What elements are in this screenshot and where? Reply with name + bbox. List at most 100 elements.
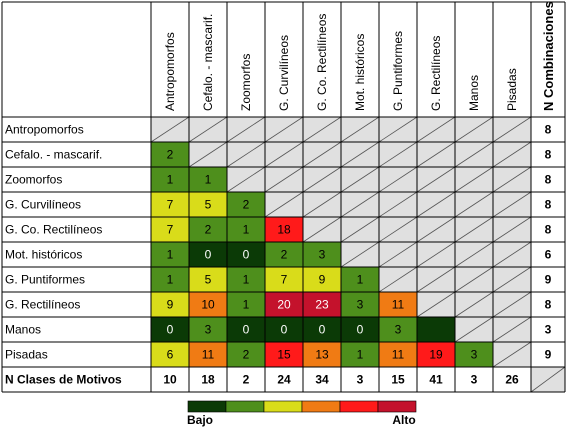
- legend-swatch: [301, 400, 341, 413]
- diagonal-slash: [492, 291, 532, 318]
- cell-value: 2: [243, 348, 250, 362]
- cell-value: 11: [202, 348, 215, 362]
- cell-value: 20: [277, 298, 291, 312]
- diagonal-slash: [416, 241, 456, 268]
- diagonal-slash: [188, 141, 228, 168]
- cell: [227, 317, 265, 342]
- cell-value: 23: [315, 298, 329, 312]
- legend-swatch: [225, 400, 265, 413]
- cell-value: 2: [205, 223, 212, 237]
- column-header: Cefalo. - mascarif.: [201, 14, 215, 111]
- cell-value: 9: [167, 298, 174, 312]
- row-label: Pisadas: [5, 348, 48, 362]
- diagonal-slash: [454, 241, 494, 268]
- column-header: Zoomorfos: [239, 54, 253, 111]
- cell-value: 15: [277, 348, 291, 362]
- row-label: G. Puntiformes: [5, 273, 85, 287]
- cell: [189, 292, 227, 317]
- row-label: Mot. históricos: [5, 248, 82, 262]
- diagonal-slash: [378, 266, 418, 293]
- totals-value: 3: [471, 373, 478, 387]
- column-header: G. Curvilíneos: [277, 35, 291, 111]
- legend-swatch: [263, 400, 303, 413]
- cell-value: 2: [243, 198, 250, 212]
- column-header: G. Puntiformes: [391, 31, 405, 111]
- cell-value: 19: [429, 348, 443, 362]
- cell: [303, 342, 341, 367]
- cell-value: 1: [167, 173, 174, 187]
- cell: [455, 342, 493, 367]
- row-label: G. Co. Rectilíneos: [5, 223, 102, 237]
- cell-value: 1: [357, 273, 364, 287]
- cell: [265, 217, 303, 242]
- diagonal-slash: [302, 141, 342, 168]
- combinations-value: 8: [545, 223, 552, 237]
- combinations-header: N Combinaciones: [541, 1, 556, 111]
- cell: [379, 292, 417, 317]
- cell: [379, 342, 417, 367]
- combinations-value: 9: [545, 348, 552, 362]
- diagonal-slash: [492, 341, 532, 368]
- legend: Bajo Alto: [187, 400, 417, 427]
- diagonal-slash: [264, 166, 304, 193]
- cell-value: 0: [357, 323, 364, 337]
- diagonal-slash: [340, 166, 380, 193]
- diagonal-slash: [378, 166, 418, 193]
- cell: [265, 292, 303, 317]
- diagonal-slash: [340, 191, 380, 218]
- cell-value: 1: [243, 273, 250, 287]
- column-header: Manos: [467, 75, 481, 111]
- totals-value: 41: [429, 373, 443, 387]
- cell-value: 7: [167, 198, 174, 212]
- cell: [151, 267, 189, 292]
- column-header: Antropomorfos: [163, 32, 177, 111]
- cell: [341, 267, 379, 292]
- diagonal-slash: [416, 266, 456, 293]
- diagonal-slash: [378, 191, 418, 218]
- diagonal-slash: [226, 116, 266, 143]
- diagonal-slash: [454, 141, 494, 168]
- cell: [151, 292, 189, 317]
- diagonal-slash: [340, 241, 380, 268]
- diagonal-slash: [378, 241, 418, 268]
- cell-value: 3: [357, 298, 364, 312]
- grid-layer: [1, 1, 566, 393]
- cell: [227, 242, 265, 267]
- combinations-value: 8: [545, 148, 552, 162]
- cell-value: 5: [205, 198, 212, 212]
- totals-value: 24: [277, 373, 291, 387]
- cell-value: 7: [281, 273, 288, 287]
- diagonal-slash: [378, 116, 418, 143]
- cell: [265, 342, 303, 367]
- row-label: Manos: [5, 323, 41, 337]
- labels-layer: 21 17 5 27 2 1 181 0 0 2 31 5 1 7 9 19 10 1 20 23 3 110 3 0 0 0 0 3…: [5, 1, 556, 386]
- cell: [151, 167, 189, 192]
- legend-high-label: Alto: [392, 413, 415, 427]
- corner-slash: [530, 366, 566, 393]
- combinations-value: 3: [545, 323, 552, 337]
- cell: [189, 167, 227, 192]
- column-header: G. Rectilíneos: [429, 36, 443, 111]
- cell: [189, 317, 227, 342]
- cell: [379, 317, 417, 342]
- totals-value: 2: [243, 373, 250, 387]
- cell: [227, 342, 265, 367]
- cell-value: 11: [392, 298, 405, 312]
- diagonal-slash: [492, 166, 532, 193]
- cell-value: 0: [319, 323, 326, 337]
- cell: [227, 292, 265, 317]
- row-label: G. Curvilíneos: [5, 198, 81, 212]
- totals-value: 3: [357, 373, 364, 387]
- cell-value: 1: [243, 298, 250, 312]
- legend-swatch: [377, 400, 417, 413]
- row-label: Zoomorfos: [5, 173, 62, 187]
- diagonal-slash: [492, 191, 532, 218]
- cell-value: 13: [315, 348, 329, 362]
- diagonal-slash: [416, 141, 456, 168]
- cell: [341, 292, 379, 317]
- cell: [227, 217, 265, 242]
- cell-value: 1: [205, 173, 212, 187]
- cell: [227, 267, 265, 292]
- diagonal-slash: [454, 191, 494, 218]
- totals-value: 18: [201, 373, 215, 387]
